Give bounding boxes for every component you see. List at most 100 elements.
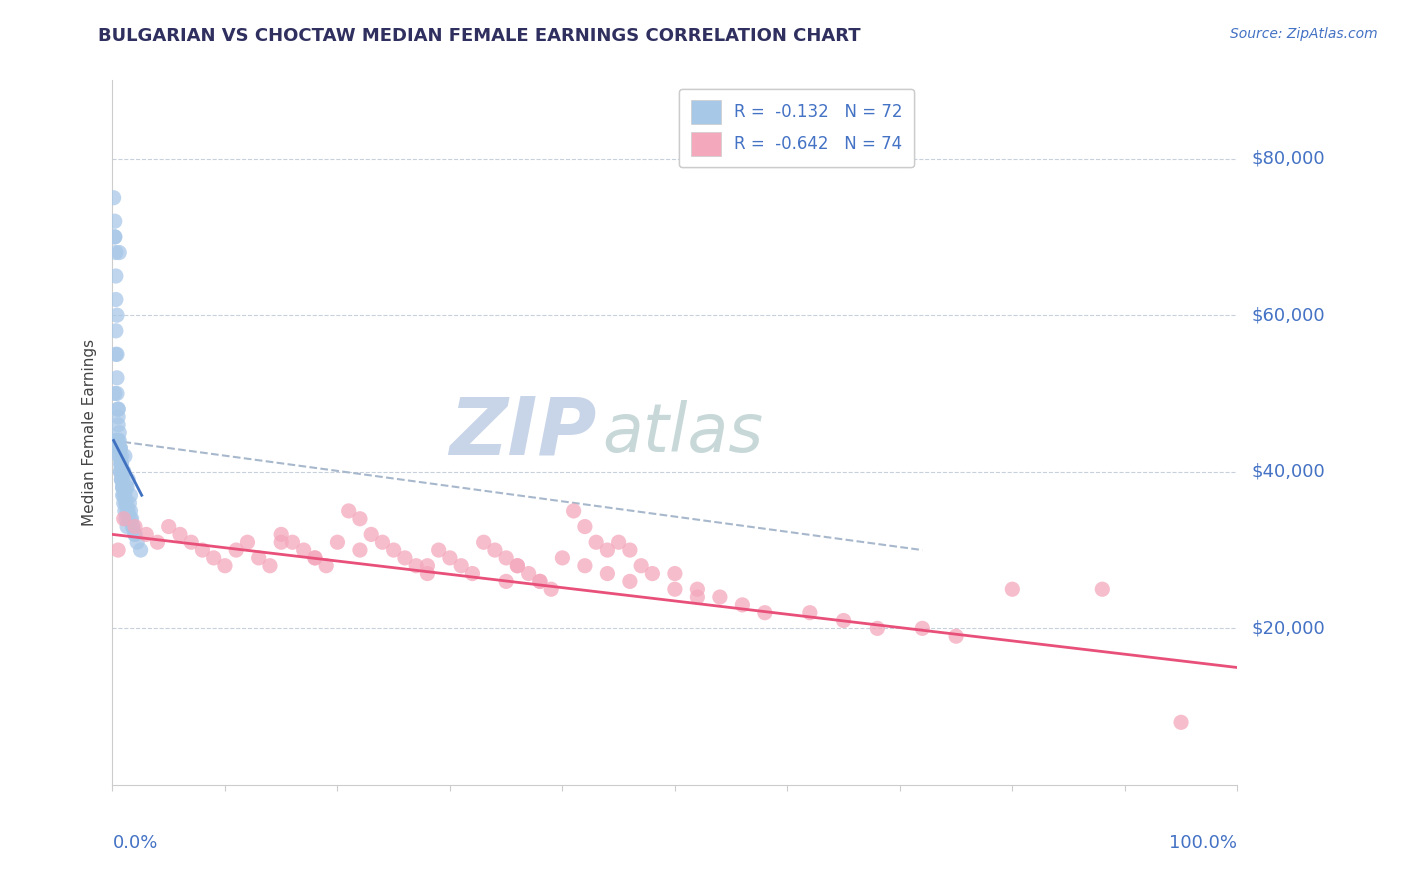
Point bbox=[121, 519, 143, 533]
Point bbox=[202, 550, 225, 565]
Point bbox=[121, 519, 143, 533]
Point bbox=[110, 465, 132, 479]
Point bbox=[112, 480, 135, 494]
Point bbox=[326, 535, 349, 549]
Point bbox=[108, 442, 131, 456]
Point bbox=[105, 434, 128, 448]
Point bbox=[121, 512, 143, 526]
Point bbox=[107, 434, 129, 448]
Point bbox=[110, 457, 132, 471]
Point bbox=[1170, 715, 1192, 730]
Point bbox=[110, 465, 132, 479]
Point bbox=[495, 574, 517, 589]
Point bbox=[110, 457, 132, 471]
Point bbox=[709, 590, 731, 604]
Point bbox=[107, 402, 129, 417]
Point bbox=[117, 473, 139, 487]
Point bbox=[112, 512, 135, 526]
Point bbox=[115, 519, 138, 533]
Point bbox=[108, 425, 131, 440]
Point bbox=[120, 488, 142, 502]
Point bbox=[111, 480, 134, 494]
Point bbox=[115, 496, 138, 510]
Point bbox=[686, 582, 709, 597]
Point bbox=[551, 550, 574, 565]
Point bbox=[115, 480, 138, 494]
Point bbox=[619, 543, 641, 558]
Point bbox=[416, 566, 439, 581]
Point bbox=[641, 566, 664, 581]
Point bbox=[104, 347, 127, 361]
Point bbox=[107, 442, 129, 456]
Point bbox=[315, 558, 337, 573]
Point bbox=[103, 191, 125, 205]
Point bbox=[104, 230, 127, 244]
Text: 100.0%: 100.0% bbox=[1170, 834, 1237, 852]
Point bbox=[394, 550, 416, 565]
Point bbox=[562, 504, 585, 518]
Point bbox=[104, 434, 127, 448]
Point bbox=[169, 527, 191, 541]
Point bbox=[304, 550, 326, 565]
Point bbox=[214, 558, 236, 573]
Point bbox=[104, 268, 127, 283]
Point bbox=[416, 558, 439, 573]
Point bbox=[236, 535, 259, 549]
Point bbox=[529, 574, 551, 589]
Point bbox=[112, 488, 135, 502]
Point bbox=[574, 558, 596, 573]
Text: $80,000: $80,000 bbox=[1251, 150, 1324, 168]
Point bbox=[799, 606, 821, 620]
Point bbox=[111, 480, 134, 494]
Point bbox=[450, 558, 472, 573]
Point bbox=[832, 614, 855, 628]
Point bbox=[270, 535, 292, 549]
Text: 0.0%: 0.0% bbox=[112, 834, 157, 852]
Point bbox=[731, 598, 754, 612]
Point bbox=[596, 566, 619, 581]
Point bbox=[115, 504, 138, 518]
Point bbox=[191, 543, 214, 558]
Point bbox=[110, 473, 132, 487]
Point bbox=[104, 324, 127, 338]
Point bbox=[439, 550, 461, 565]
Point bbox=[108, 449, 131, 463]
Point bbox=[112, 465, 135, 479]
Point bbox=[360, 527, 382, 541]
Point bbox=[247, 550, 270, 565]
Point bbox=[945, 629, 967, 643]
Point bbox=[104, 245, 127, 260]
Point bbox=[120, 512, 142, 526]
Point bbox=[110, 442, 132, 456]
Point bbox=[108, 449, 131, 463]
Point bbox=[664, 582, 686, 597]
Point bbox=[111, 488, 134, 502]
Point bbox=[292, 543, 315, 558]
Point bbox=[104, 386, 127, 401]
Point bbox=[108, 245, 131, 260]
Point bbox=[124, 527, 146, 541]
Point bbox=[127, 535, 149, 549]
Point bbox=[104, 293, 127, 307]
Point bbox=[115, 512, 138, 526]
Point bbox=[506, 558, 529, 573]
Text: BULGARIAN VS CHOCTAW MEDIAN FEMALE EARNINGS CORRELATION CHART: BULGARIAN VS CHOCTAW MEDIAN FEMALE EARNI… bbox=[98, 27, 860, 45]
Point bbox=[115, 480, 138, 494]
Point bbox=[107, 402, 129, 417]
Point bbox=[472, 535, 495, 549]
Point bbox=[118, 496, 141, 510]
Point bbox=[405, 558, 427, 573]
Point bbox=[664, 566, 686, 581]
Point bbox=[382, 543, 405, 558]
Point bbox=[120, 504, 142, 518]
Point bbox=[117, 512, 139, 526]
Point bbox=[686, 590, 709, 604]
Point bbox=[754, 606, 776, 620]
Point bbox=[540, 582, 562, 597]
Point bbox=[180, 535, 202, 549]
Point bbox=[105, 371, 128, 385]
Point bbox=[129, 543, 152, 558]
Point bbox=[866, 621, 889, 635]
Text: Source: ZipAtlas.com: Source: ZipAtlas.com bbox=[1230, 27, 1378, 41]
Point bbox=[619, 574, 641, 589]
